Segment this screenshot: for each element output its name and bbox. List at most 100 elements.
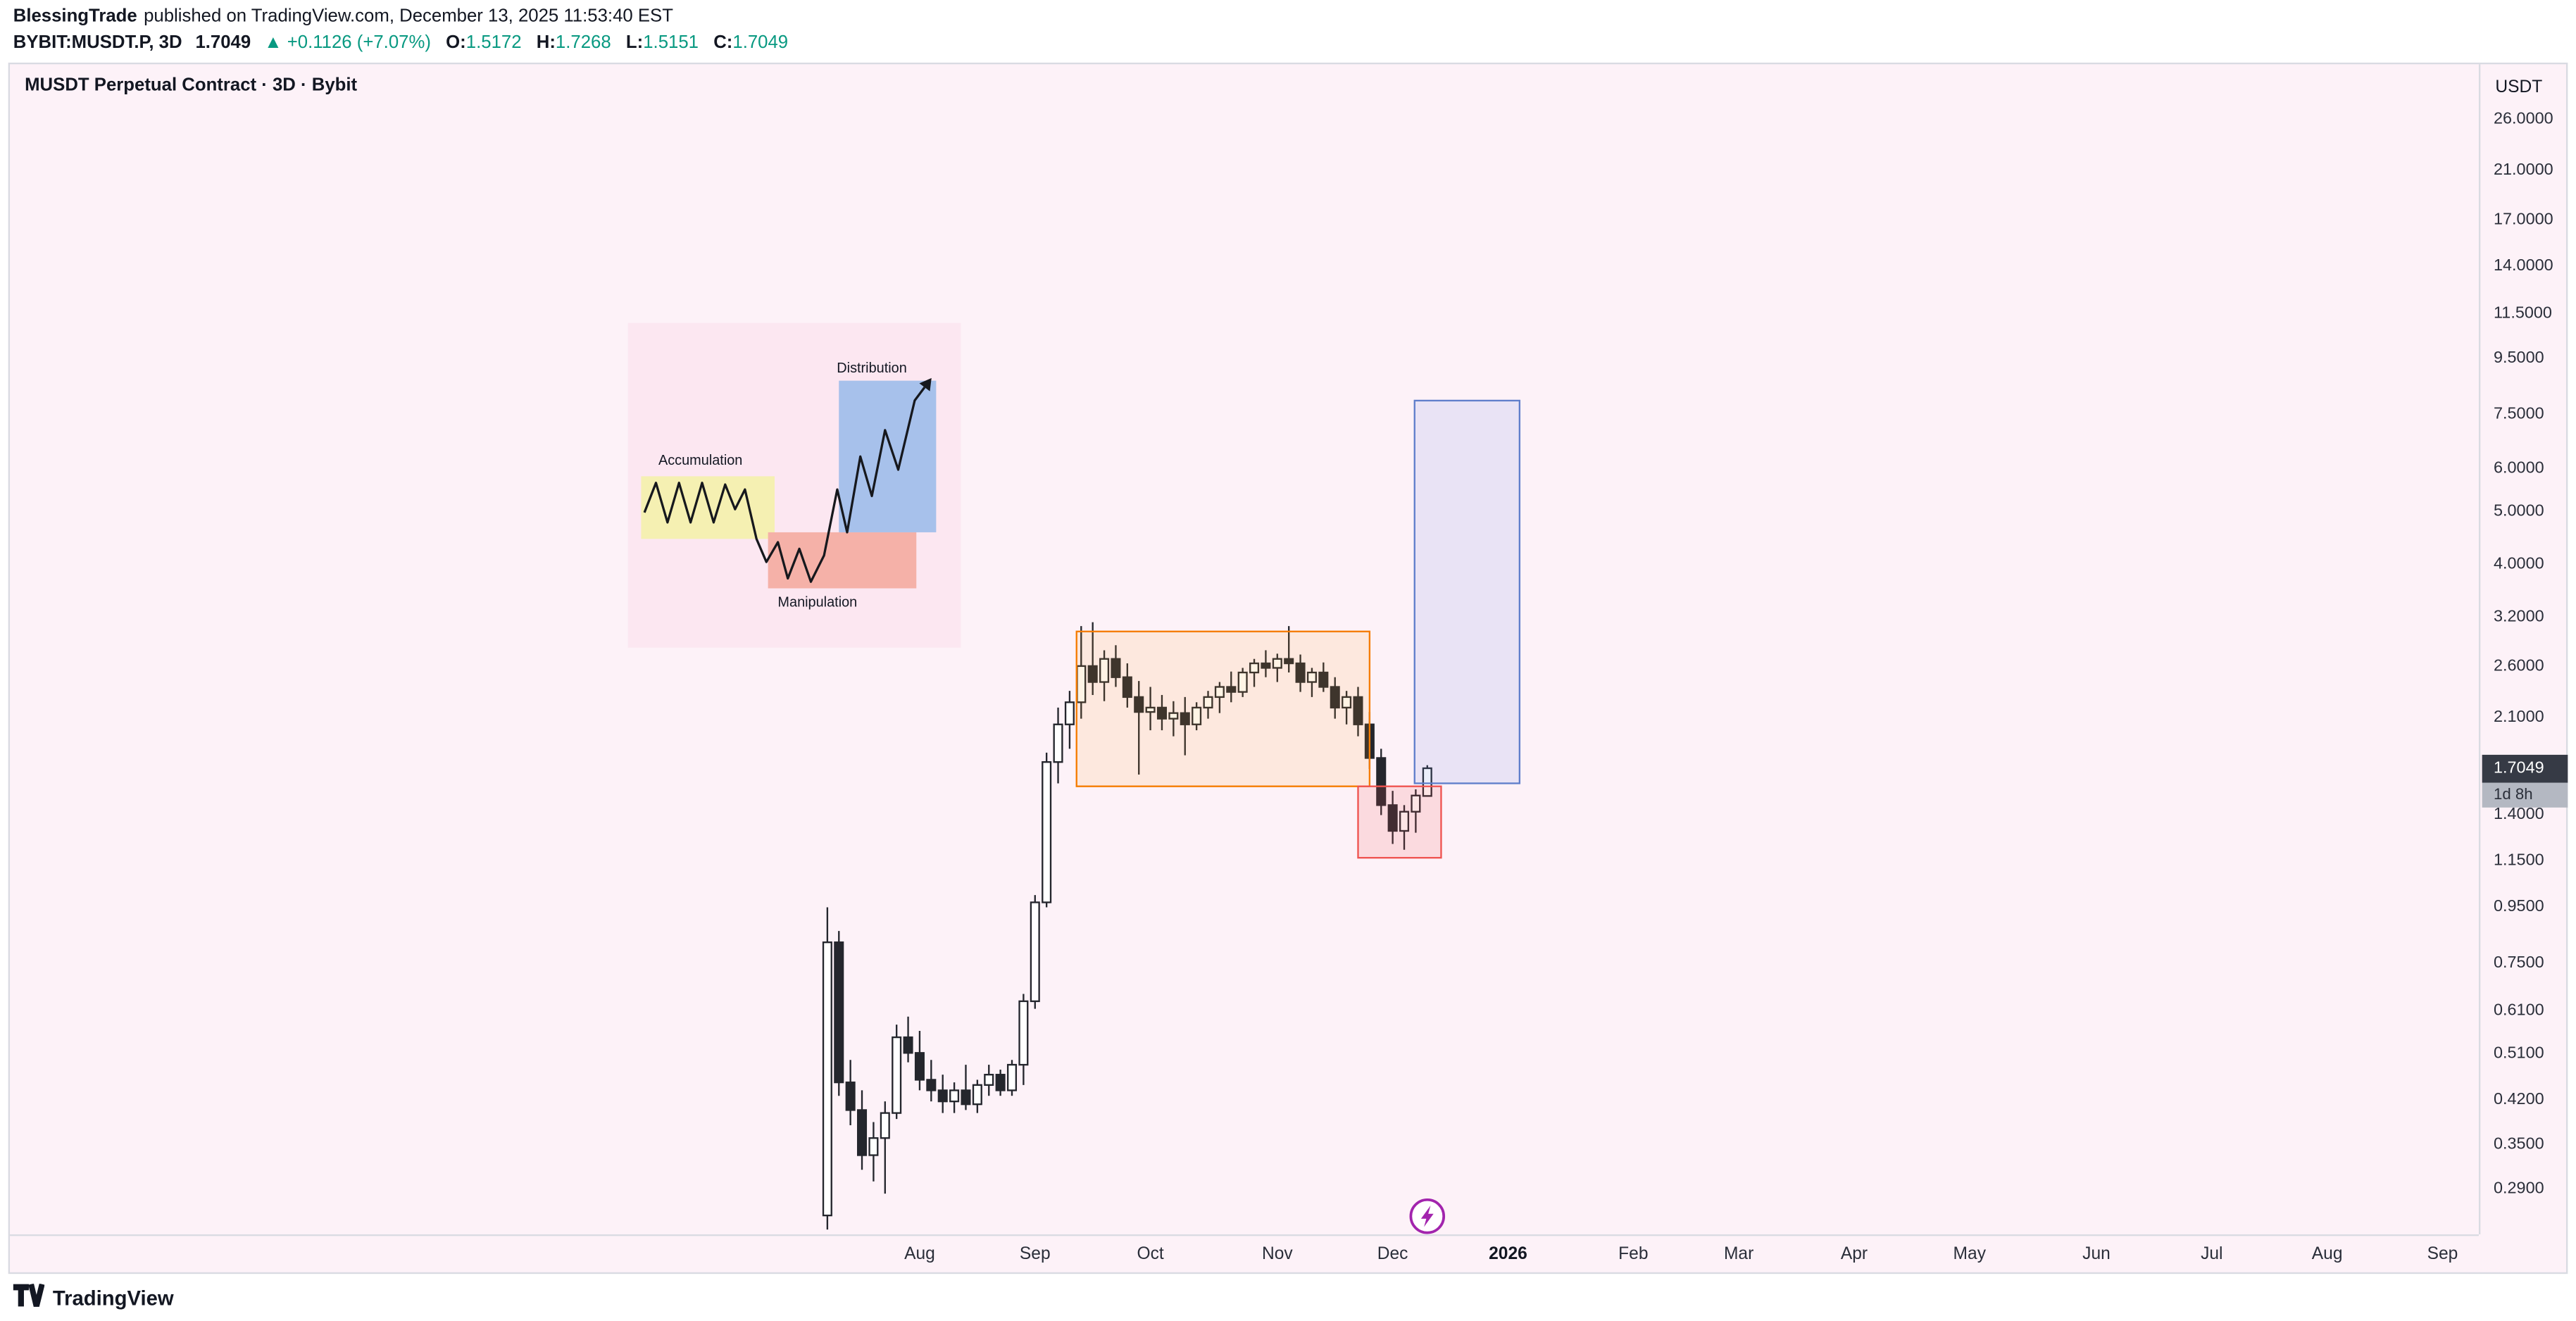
schematic-label-distribution: Distribution — [837, 359, 907, 376]
candle-body — [1387, 804, 1398, 832]
candle-body — [1203, 696, 1213, 709]
candle-body — [822, 941, 832, 1217]
price-tick: 1.4000 — [2494, 805, 2544, 824]
candle-body — [868, 1137, 879, 1156]
price-tick: 0.9500 — [2494, 897, 2544, 916]
low-value: L:1.5151 — [625, 32, 699, 53]
price-tick: 0.4200 — [2494, 1091, 2544, 1110]
chart-title: MUSDT Perpetual Contract · 3D · Bybit — [25, 75, 358, 96]
candlestick-plot — [627, 323, 1521, 1234]
candle-body — [1053, 723, 1063, 763]
tradingview-logo-icon[interactable] — [13, 1282, 45, 1314]
accumulation-zone-box[interactable] — [1075, 630, 1371, 787]
price-tick: 0.7500 — [2494, 953, 2544, 972]
symbol-line: BYBIT:MUSDT.P, 3D 1.7049 ▲ +0.1126 (+7.0… — [13, 33, 788, 53]
candle-body — [1261, 662, 1271, 669]
candle-body — [1030, 901, 1040, 1003]
open-value: O:1.5172 — [446, 32, 522, 53]
candle-body — [995, 1073, 1006, 1091]
price-tick: 21.0000 — [2494, 161, 2553, 180]
candle-body — [1226, 686, 1237, 693]
price-tick: 11.5000 — [2494, 304, 2552, 323]
candle-body — [926, 1079, 937, 1091]
time-tick: Feb — [1618, 1244, 1649, 1265]
high-value: H:1.7268 — [536, 32, 611, 53]
price-chart-pane[interactable]: MUSDT Perpetual Contract · 3D · Bybit Ac… — [10, 64, 2479, 1234]
candle-body — [1156, 706, 1168, 720]
price-tick: 6.0000 — [2494, 458, 2544, 477]
candle-body — [1272, 658, 1282, 669]
schematic-label-manipulation: Manipulation — [777, 593, 858, 610]
candle-body — [1422, 767, 1432, 797]
price-change: +0.1126 (+7.07%) — [287, 32, 431, 53]
brand-name[interactable]: TradingView — [52, 1286, 174, 1310]
candle-body — [1330, 686, 1340, 709]
price-tick: 2.6000 — [2494, 658, 2544, 677]
time-tick: Mar — [1723, 1244, 1754, 1265]
candle-body — [1249, 662, 1260, 674]
schematic-label-accumulation: Accumulation — [658, 451, 743, 468]
candle-body — [1376, 757, 1387, 806]
candle-body — [1411, 794, 1421, 813]
candle-body — [1180, 712, 1190, 725]
candle-body — [1042, 761, 1052, 903]
price-axis[interactable]: USDT 1.7049 1d 8h 26.0000 21.0000 17.0000 1… — [2478, 64, 2568, 1234]
candle-body — [892, 1036, 902, 1114]
symbol-timeframe: BYBIT:MUSDT.P, 3D — [13, 32, 182, 53]
time-tick: May — [1953, 1244, 1986, 1265]
distribution-target-box[interactable] — [1413, 399, 1521, 784]
publish-header: BlessingTrade published on TradingView.co… — [0, 0, 2576, 63]
time-tick: Nov — [1261, 1244, 1293, 1265]
candle-body — [937, 1089, 948, 1103]
bar-close-countdown: 1d 8h — [2482, 782, 2568, 807]
candle-body — [1399, 810, 1410, 832]
close-value: C:1.7049 — [713, 32, 789, 53]
candle-body — [1318, 671, 1329, 688]
time-tick: Sep — [2427, 1244, 2458, 1265]
chart-frame: MUSDT Perpetual Contract · 3D · Bybit Ac… — [8, 62, 2568, 1276]
candle-body — [903, 1036, 913, 1054]
candle-body — [1342, 696, 1352, 709]
time-tick: Aug — [2311, 1244, 2343, 1265]
price-tick: 26.0000 — [2494, 110, 2553, 129]
price-tick: 14.0000 — [2494, 257, 2553, 276]
time-tick: Aug — [904, 1244, 935, 1265]
price-tick: 0.2900 — [2494, 1179, 2544, 1198]
time-axis[interactable]: Aug Sep Oct Nov Dec 2026 Feb Mar Apr May Jun Jul Aug… — [10, 1234, 2479, 1276]
candle-body — [914, 1052, 925, 1081]
candle-body — [1168, 712, 1179, 720]
candle-body — [1134, 696, 1144, 713]
price-tick: 0.3500 — [2494, 1134, 2544, 1153]
candle-body — [1237, 671, 1248, 693]
price-tick: 2.1000 — [2494, 708, 2544, 727]
candle-body — [1087, 665, 1098, 683]
publish-line: BlessingTrade published on TradingView.co… — [13, 6, 673, 26]
price-tick: 0.6100 — [2494, 1003, 2544, 1021]
price-tick: 5.0000 — [2494, 502, 2544, 521]
price-tick: 17.0000 — [2494, 211, 2553, 230]
time-tick: Apr — [1840, 1244, 1868, 1265]
candle-body — [1099, 658, 1110, 683]
candle-body — [1295, 662, 1306, 683]
time-tick: 2026 — [1489, 1244, 1527, 1265]
candle-body — [845, 1081, 856, 1111]
candle-body — [1192, 706, 1202, 725]
axis-unit-label: USDT — [2495, 77, 2543, 98]
schematic-arrowhead-icon — [919, 377, 932, 392]
candle-body — [880, 1112, 890, 1139]
price-tick: 1.1500 — [2494, 851, 2544, 870]
publish-info: published on TradingView.com, December 1… — [144, 6, 673, 27]
manipulation-zone-box[interactable] — [1357, 785, 1442, 859]
schematic-distribution-zone[interactable] — [839, 380, 937, 532]
candle-body — [1018, 1000, 1029, 1066]
candle-body — [984, 1073, 994, 1087]
candle-body — [1306, 671, 1317, 683]
candle-body — [1214, 686, 1225, 699]
time-tick: Jun — [2082, 1244, 2111, 1265]
schematic-manipulation-zone[interactable] — [768, 532, 917, 589]
candle-body — [949, 1089, 960, 1103]
candle-body — [1006, 1063, 1018, 1091]
attribution-bar: TradingView — [0, 1277, 2576, 1320]
candle-body — [857, 1109, 868, 1156]
price-tick: 4.0000 — [2494, 555, 2544, 574]
